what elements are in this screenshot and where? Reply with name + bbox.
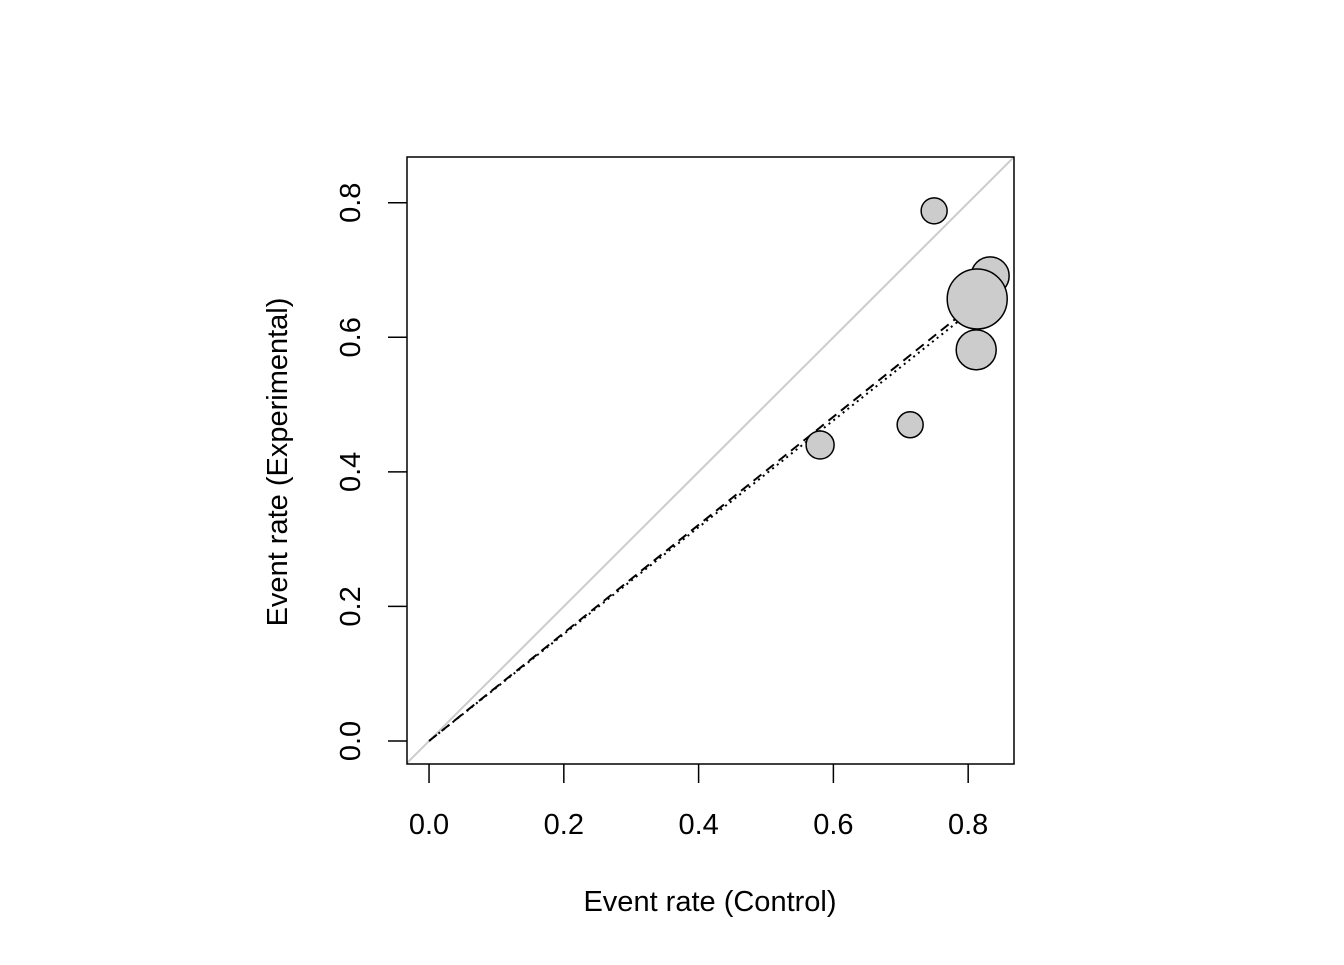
x-tick-label: 0.4	[678, 809, 718, 841]
y-tick-label: 0.6	[335, 317, 367, 357]
bubble	[946, 268, 1008, 330]
x-tick-label: 0.2	[544, 809, 584, 841]
bubble	[805, 430, 835, 460]
bubble	[920, 197, 948, 225]
bubble	[896, 411, 924, 439]
bubble	[955, 329, 997, 371]
y-tick-label: 0.2	[335, 586, 367, 626]
x-tick-label: 0.6	[813, 809, 853, 841]
plot-frame	[406, 156, 1015, 765]
y-tick-label: 0.0	[335, 721, 367, 761]
x-tick-label: 0.0	[409, 809, 449, 841]
x-axis-label: Event rate (Control)	[583, 886, 836, 918]
x-tick-label: 0.8	[948, 809, 988, 841]
reference-line	[407, 157, 1014, 764]
y-axis-label: Event rate (Experimental)	[262, 298, 294, 627]
reference-line	[428, 298, 987, 742]
reference-line	[428, 290, 992, 742]
y-tick-label: 0.4	[335, 452, 367, 492]
y-tick-label: 0.8	[335, 183, 367, 223]
